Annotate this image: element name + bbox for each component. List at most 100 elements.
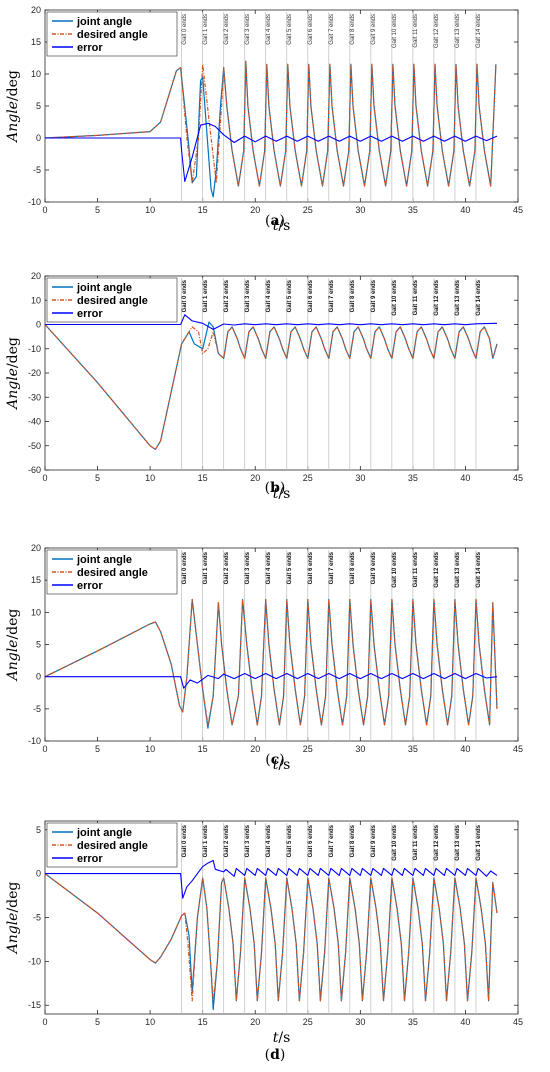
- panel-a: 0 5 10 15 20 25 30 35 40 45 -10 -5 0 5 10 15 20 Gait 0 en…: [5, 5, 523, 234]
- y-tick-label: -20: [28, 368, 41, 378]
- legend-label: error: [77, 853, 103, 865]
- gait-label: Gait 13 ends: [455, 279, 461, 315]
- gait-label: Gait 10 ends: [392, 279, 398, 315]
- x-tick-label: 15: [198, 473, 208, 483]
- y-tick-label: 10: [31, 607, 41, 617]
- panel-c: 0 5 10 15 20 25 30 35 40 45 -10 -5 0 5 10 15 20 Gait 0 en…: [5, 543, 523, 773]
- gait-label: Gait 1 ends: [203, 279, 209, 312]
- gait-label: Gait 3 ends: [245, 824, 251, 857]
- y-tick-label: -5: [33, 704, 41, 714]
- subfigure-caption: (a): [265, 213, 285, 229]
- y-tick-label: 10: [31, 295, 41, 305]
- gait-label: Gait 11 ends: [413, 14, 419, 48]
- x-tick-label: 20: [250, 1017, 260, 1027]
- y-axis-label: Angle/deg: [5, 882, 21, 956]
- x-tick-label: 25: [303, 205, 313, 215]
- gait-label: Gait 0 ends: [182, 551, 188, 584]
- x-tick-label: 30: [355, 1017, 365, 1027]
- x-tick-label: 25: [303, 473, 313, 483]
- y-tick-label: 10: [31, 69, 41, 79]
- gait-label: Gait 7 ends: [329, 14, 335, 45]
- gait-label: Gait 11 ends: [413, 551, 419, 587]
- gait-label: Gait 5 ends: [287, 824, 293, 857]
- y-tick-label: -10: [28, 344, 41, 354]
- x-tick-label: 5: [95, 1017, 100, 1027]
- x-tick-label: 45: [513, 1017, 523, 1027]
- legend-label: error: [77, 42, 103, 54]
- y-tick-label: 15: [31, 37, 41, 47]
- gait-label: Gait 9 ends: [371, 279, 377, 312]
- series-joint-angle: [45, 321, 498, 450]
- x-tick-label: 10: [145, 205, 155, 215]
- series-error: [45, 314, 498, 330]
- y-tick-label: 0: [36, 133, 41, 143]
- legend-label: desired angle: [77, 29, 148, 41]
- x-tick-label: 20: [250, 205, 260, 215]
- x-tick-label: 20: [250, 744, 260, 754]
- x-tick-label: 15: [198, 744, 208, 754]
- series-joint-angle: [45, 873, 498, 1011]
- gait-label: Gait 11 ends: [413, 824, 419, 860]
- gait-label: Gait 14 ends: [476, 279, 482, 315]
- gait-label: Gait 3 ends: [245, 551, 251, 584]
- gait-label: Gait 1 ends: [203, 824, 209, 857]
- gait-label: Gait 4 ends: [266, 824, 272, 857]
- gait-label: Gait 14 ends: [476, 551, 482, 587]
- x-tick-label: 5: [95, 744, 100, 754]
- y-axis-label: Angle/deg: [5, 609, 21, 683]
- gait-label: Gait 2 ends: [224, 279, 230, 312]
- x-tick-label: 10: [145, 473, 155, 483]
- gait-label: Gait 13 ends: [455, 824, 461, 860]
- x-tick-label: 40: [460, 473, 470, 483]
- y-tick-label: -10: [28, 197, 41, 207]
- x-tick-label: 5: [95, 473, 100, 483]
- x-tick-label: 15: [198, 1017, 208, 1027]
- gait-label: Gait 12 ends: [434, 824, 440, 860]
- x-tick-label: 25: [303, 1017, 313, 1027]
- y-tick-label: 0: [36, 672, 41, 682]
- x-tick-label: 35: [408, 1017, 418, 1027]
- y-tick-label: 15: [31, 575, 41, 585]
- gait-label: Gait 10 ends: [392, 14, 398, 48]
- gait-label: Gait 9 ends: [371, 551, 377, 584]
- gait-label: Gait 7 ends: [329, 824, 335, 857]
- x-tick-label: 10: [145, 1017, 155, 1027]
- gait-label: Gait 3 ends: [245, 279, 251, 312]
- gait-label: Gait 0 ends: [182, 14, 188, 45]
- x-tick-label: 45: [513, 473, 523, 483]
- x-tick-label: 25: [303, 744, 313, 754]
- series-desired-angle: [45, 598, 498, 726]
- x-tick-label: 15: [198, 205, 208, 215]
- x-tick-label: 40: [460, 1017, 470, 1027]
- gait-label: Gait 8 ends: [350, 824, 356, 857]
- y-tick-label: 5: [36, 825, 41, 835]
- y-axis-label: Angle/deg: [5, 337, 21, 411]
- gait-label: Gait 10 ends: [392, 551, 398, 587]
- gait-label: Gait 10 ends: [392, 824, 398, 860]
- gait-label: Gait 2 ends: [224, 14, 230, 45]
- gait-label: Gait 7 ends: [329, 279, 335, 312]
- gait-label: Gait 11 ends: [413, 279, 419, 315]
- y-tick-label: 5: [36, 101, 41, 111]
- gait-label: Gait 0 ends: [182, 279, 188, 312]
- x-tick-label: 40: [460, 205, 470, 215]
- gait-label: Gait 6 ends: [308, 824, 314, 857]
- series-error: [45, 122, 498, 183]
- series-error: [45, 672, 498, 689]
- x-tick-label: 45: [513, 205, 523, 215]
- y-tick-label: 5: [36, 640, 41, 650]
- legend-label: desired angle: [77, 840, 148, 852]
- series-joint-angle: [45, 60, 497, 198]
- y-tick-label: -10: [28, 736, 41, 746]
- x-axis-label: t/s: [273, 486, 291, 502]
- legend-label: desired angle: [77, 567, 148, 579]
- gait-label: Gait 1 ends: [203, 14, 209, 45]
- x-tick-label: 40: [460, 744, 470, 754]
- gait-label: Gait 8 ends: [350, 551, 356, 584]
- subfigure-caption: (d): [265, 1047, 286, 1063]
- x-tick-label: 0: [42, 744, 47, 754]
- x-tick-label: 5: [95, 205, 100, 215]
